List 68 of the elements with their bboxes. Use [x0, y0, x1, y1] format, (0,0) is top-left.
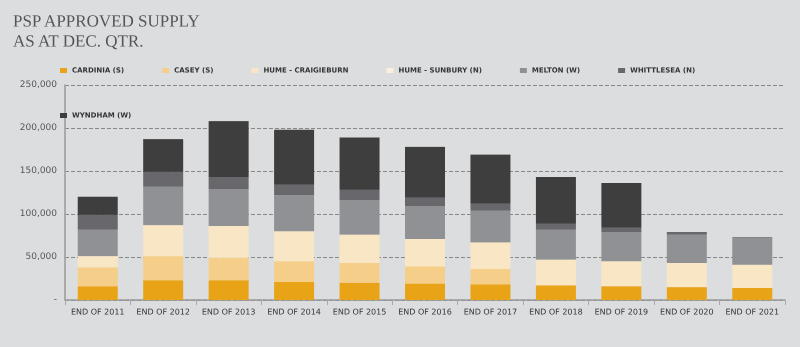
bar	[143, 186, 184, 226]
bar	[143, 256, 184, 280]
y-tick-label: 200,000	[20, 123, 58, 133]
bar	[143, 172, 184, 186]
x-tick-label: END OF 2019	[594, 308, 648, 316]
y-tick-label: -	[54, 295, 57, 305]
bar	[78, 286, 118, 300]
x-tick-label: END OF 2021	[726, 308, 780, 316]
bar	[78, 229, 118, 256]
bar	[208, 258, 249, 280]
bar	[666, 263, 707, 288]
bar	[78, 267, 118, 286]
bar	[143, 225, 184, 256]
bar	[536, 223, 576, 230]
x-tick-label: END OF 2015	[332, 308, 386, 316]
bar	[601, 228, 642, 232]
bar	[274, 282, 314, 300]
bar	[274, 261, 314, 282]
bar	[405, 198, 445, 206]
y-tick-label: 100,000	[20, 209, 58, 219]
bar	[405, 266, 445, 284]
x-tick-label: END OF 2011	[70, 308, 124, 316]
bar	[274, 130, 314, 185]
bar	[340, 137, 380, 190]
bar	[470, 284, 510, 300]
bar	[470, 204, 510, 211]
bar	[340, 190, 380, 200]
x-tick-label: END OF 2016	[398, 308, 452, 316]
y-tick-label: 50,000	[26, 252, 58, 262]
bar	[208, 121, 249, 178]
y-tick-label: 150,000	[20, 166, 58, 176]
bar	[143, 280, 184, 300]
bar	[405, 238, 445, 266]
bar	[601, 286, 642, 300]
x-tick-label: END OF 2020	[660, 308, 714, 316]
x-tick-label: END OF 2018	[529, 308, 583, 316]
bar	[601, 183, 642, 228]
bar	[208, 226, 249, 258]
bar	[536, 285, 576, 300]
bar	[666, 232, 707, 235]
bar	[78, 256, 118, 268]
chart-title: PSP APPROVED SUPPLY AS AT DEC. QTR.	[13, 12, 200, 50]
bar	[208, 280, 249, 300]
x-tick-label: END OF 2014	[267, 308, 321, 316]
bar	[340, 263, 380, 283]
x-tick-label: END OF 2017	[464, 308, 518, 316]
y-tick-label: 250,000	[20, 80, 58, 90]
bar	[732, 264, 772, 288]
bar	[208, 177, 249, 190]
bar	[274, 231, 314, 262]
bar	[405, 284, 445, 300]
bar	[601, 261, 642, 286]
bar	[666, 287, 707, 300]
x-tick-label: END OF 2012	[136, 308, 190, 316]
bar	[143, 139, 184, 172]
bar	[732, 288, 772, 300]
bar	[78, 214, 118, 230]
bar	[405, 146, 445, 198]
bar	[340, 234, 380, 264]
x-tick-label: END OF 2013	[202, 308, 256, 316]
bar	[274, 184, 314, 196]
bar	[470, 269, 510, 285]
bar	[470, 242, 510, 270]
bar	[536, 177, 576, 224]
bar	[470, 154, 510, 204]
bar	[78, 196, 118, 215]
bar	[536, 260, 576, 286]
bar	[340, 282, 380, 300]
